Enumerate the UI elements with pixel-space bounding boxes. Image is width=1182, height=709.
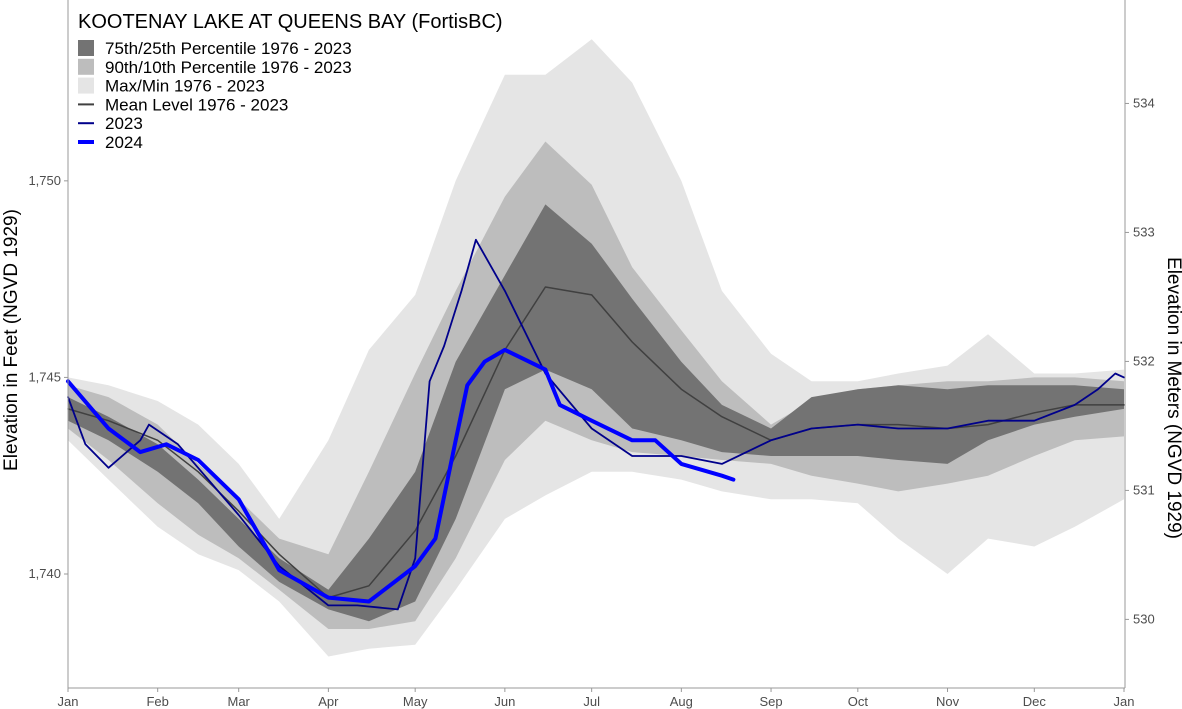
lines-layer xyxy=(66,238,1125,611)
series-2023-line xyxy=(67,238,1125,611)
y-tick-label-left: 1,745 xyxy=(28,369,61,384)
x-tick-label: Sep xyxy=(759,694,782,709)
legend: KOOTENAY LAKE AT QUEENS BAY (FortisBC) 7… xyxy=(78,11,503,152)
x-tick-label: Nov xyxy=(936,694,960,709)
x-tick-label: Dec xyxy=(1023,694,1047,709)
band-75th-25th-percentile xyxy=(68,204,1124,622)
y-tick-label-right: 531 xyxy=(1133,482,1155,497)
chart-title: KOOTENAY LAKE AT QUEENS BAY (FortisBC) xyxy=(78,11,503,33)
legend-swatch xyxy=(78,77,94,94)
y-tick-label-right: 534 xyxy=(1133,95,1155,110)
y-tick-label-right: 530 xyxy=(1133,611,1155,626)
y-axis-title-right: Elevation in Meters (NGVD 1929) xyxy=(1163,257,1182,539)
y-axis-title-left: Elevation in Feet (NGVD 1929) xyxy=(1,209,22,471)
y-tick-label-left: 1,740 xyxy=(28,566,61,581)
x-tick-label: Jun xyxy=(494,694,515,709)
legend-swatch xyxy=(78,40,94,56)
legend-label: 2023 xyxy=(105,114,143,133)
x-tick-label: Jul xyxy=(583,694,600,709)
legend-label: 2024 xyxy=(105,133,143,152)
x-tick-label: Aug xyxy=(670,694,693,709)
bands-layer xyxy=(68,39,1124,657)
x-tick-label: Jan xyxy=(58,694,79,709)
x-tick-label: May xyxy=(403,694,428,709)
legend-label: Max/Min 1976 - 2023 xyxy=(105,77,265,96)
y-tick-label-left: 1,750 xyxy=(28,173,61,188)
axes-layer: 1,740 1,745 1,750 530 531 532 533 534 Jan Feb Mar A… xyxy=(28,0,1155,709)
series-2024-line xyxy=(66,347,736,604)
x-tick-label: Jan xyxy=(1114,694,1135,709)
legend-label: Mean Level 1976 - 2023 xyxy=(105,95,288,114)
y-tick-label-right: 533 xyxy=(1133,224,1155,239)
x-tick-label: Feb xyxy=(146,694,168,709)
legend-swatch xyxy=(78,58,94,75)
x-tick-label: Oct xyxy=(848,694,869,709)
x-tick-label: Mar xyxy=(228,694,251,709)
legend-label: 90th/10th Percentile 1976 - 2023 xyxy=(105,58,352,77)
x-tick-label: Apr xyxy=(318,694,339,709)
y-tick-label-right: 532 xyxy=(1133,353,1155,368)
legend-label: 75th/25th Percentile 1976 - 2023 xyxy=(105,39,352,58)
